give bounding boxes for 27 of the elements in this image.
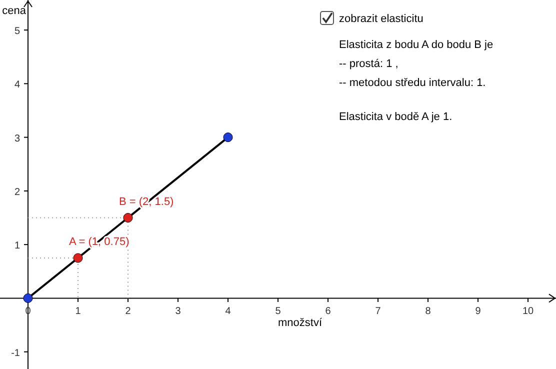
annotation: -- prostá: 1 , bbox=[339, 58, 398, 70]
x-tick-label: 1 bbox=[75, 306, 82, 318]
x-axis-title: množství bbox=[278, 317, 323, 330]
x-tick-label: 6 bbox=[325, 306, 332, 318]
x-tick-label: 10 bbox=[522, 306, 534, 318]
y-tick-label: 5 bbox=[14, 26, 20, 38]
annotation: Elasticita z bodu A do bodu B je bbox=[339, 39, 494, 51]
x-tick-label: 8 bbox=[425, 306, 432, 318]
y-tick-label: -1 bbox=[11, 348, 20, 359]
y-tick-label: 4 bbox=[14, 80, 20, 91]
x-tick-label: 2 bbox=[125, 306, 132, 318]
x-tick-label: 7 bbox=[375, 306, 382, 318]
x-tick-label: 5 bbox=[275, 306, 282, 318]
point bbox=[23, 293, 33, 303]
x-tick-label: 3 bbox=[175, 306, 182, 318]
y-tick-label: 2 bbox=[14, 186, 20, 198]
y-tick-label: 1 bbox=[14, 240, 20, 252]
y-tick-label: 3 bbox=[14, 133, 20, 144]
point bbox=[123, 213, 133, 223]
annotation: -- metodou středu intervalu: 1. bbox=[339, 77, 486, 89]
point bbox=[73, 253, 83, 263]
annotation: zobrazit elasticitu bbox=[339, 13, 424, 25]
y-axis-title: cena bbox=[2, 5, 27, 17]
x-tick-label: 9 bbox=[475, 306, 482, 318]
annotation: Elasticita v bodě A je 1. bbox=[339, 111, 452, 123]
point bbox=[223, 132, 233, 142]
x-tick-label: 4 bbox=[225, 306, 232, 318]
